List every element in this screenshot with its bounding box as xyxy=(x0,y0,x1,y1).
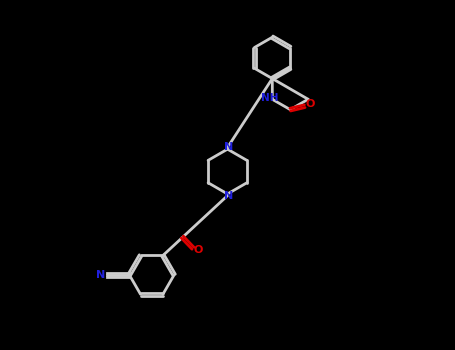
Text: N: N xyxy=(224,191,233,201)
Text: NH: NH xyxy=(261,93,278,103)
Text: N: N xyxy=(224,142,233,152)
Text: O: O xyxy=(306,99,315,110)
Text: N: N xyxy=(96,270,106,280)
Text: O: O xyxy=(194,245,203,255)
